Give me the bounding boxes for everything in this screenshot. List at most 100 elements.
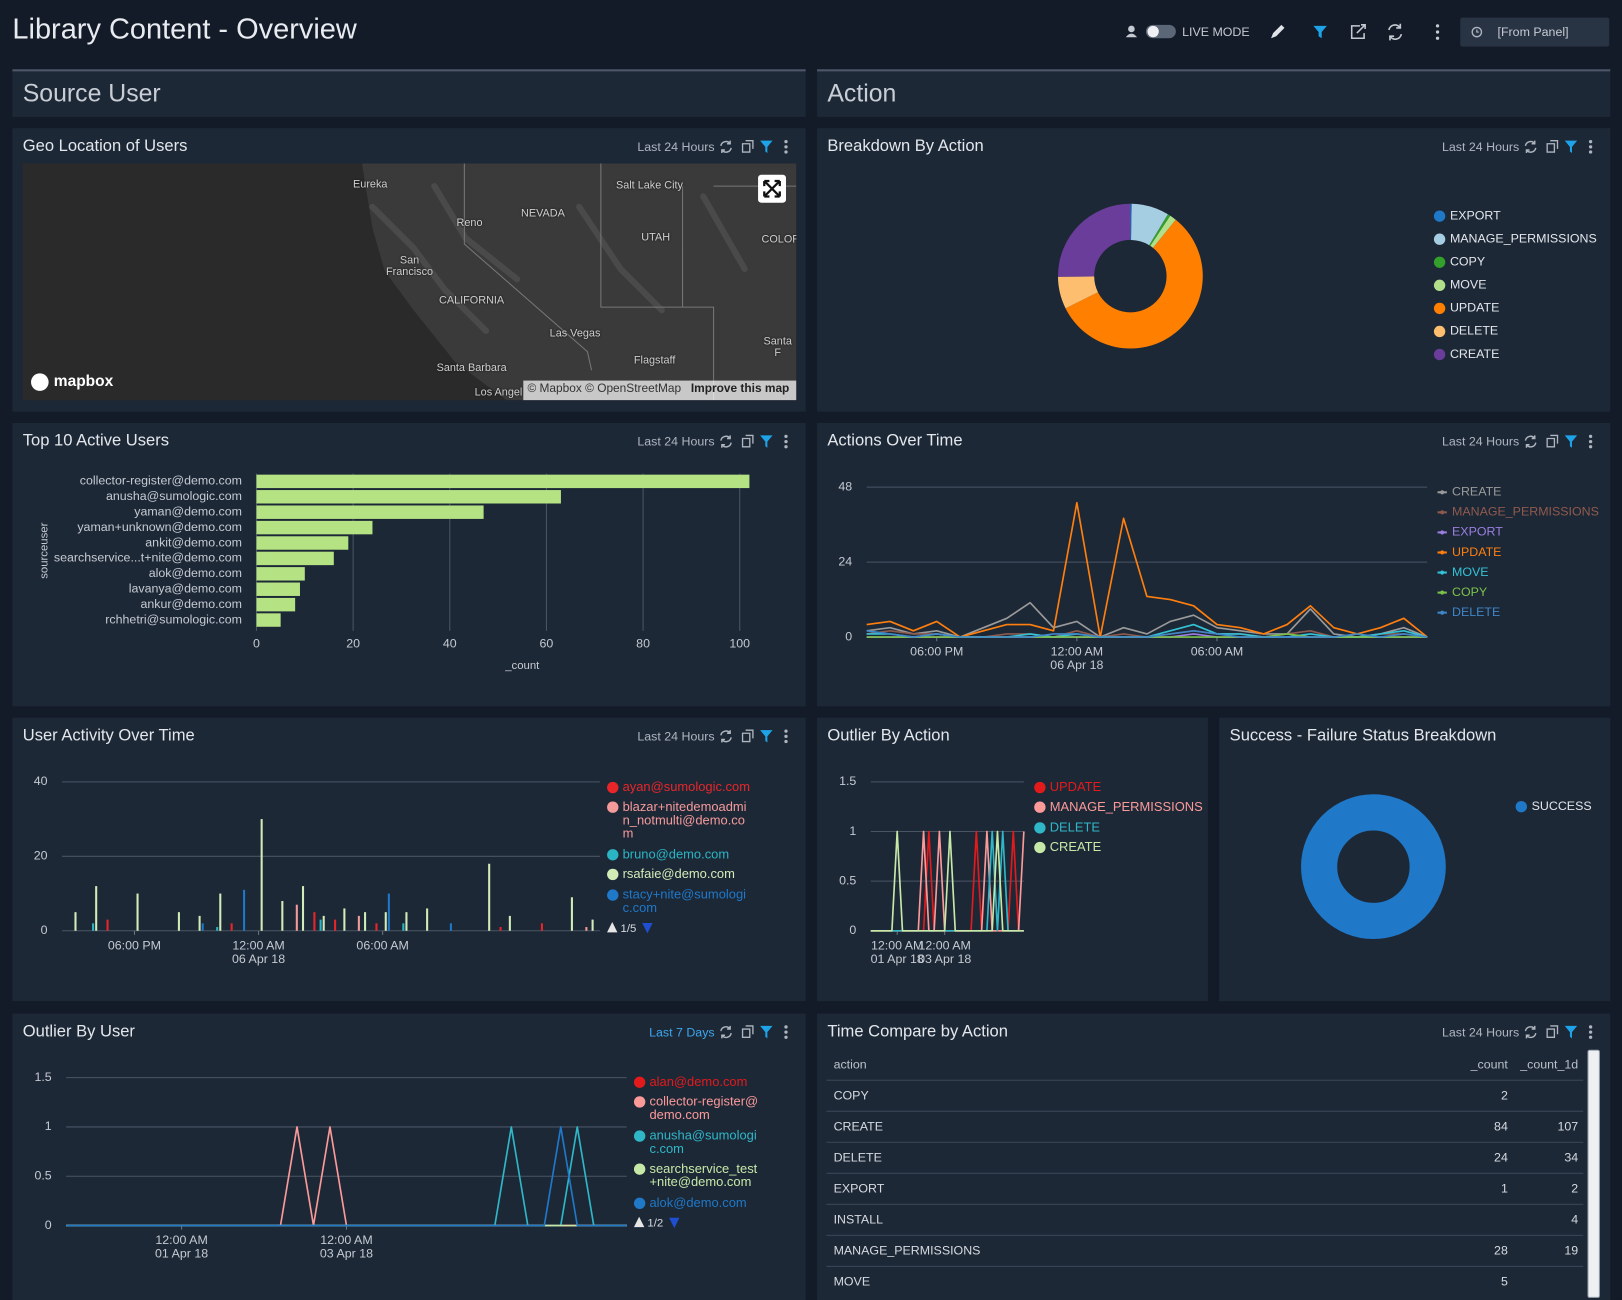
legend-label[interactable]: stacy+nite@sumologic.com	[623, 888, 752, 915]
legend-swatch[interactable]	[607, 802, 618, 813]
legend-swatch[interactable]	[607, 781, 618, 792]
legend-label[interactable]: collector-register@demo.com	[649, 1095, 763, 1122]
legend-label[interactable]: CREATE	[1452, 485, 1501, 499]
legend-swatch[interactable]	[607, 869, 618, 880]
legend-label[interactable]: CREATE	[1050, 841, 1215, 854]
refresh-icon[interactable]	[721, 1026, 731, 1038]
filter-icon[interactable]	[760, 1026, 772, 1038]
legend-swatch[interactable]	[634, 1163, 645, 1174]
legend-label[interactable]: anusha@sumologic.com	[649, 1129, 763, 1156]
more-dot[interactable]	[1589, 1030, 1592, 1033]
filter-icon[interactable]	[760, 730, 772, 742]
time-range[interactable]: Last 24 Hours	[508, 140, 715, 154]
copy-icon[interactable]	[743, 1026, 753, 1037]
legend-swatch[interactable]	[1434, 210, 1445, 221]
time-range[interactable]: Last 24 Hours	[1312, 1025, 1519, 1039]
filter-icon[interactable]	[1565, 435, 1577, 447]
filter-icon[interactable]	[1565, 1026, 1577, 1038]
legend-swatch[interactable]	[634, 1130, 645, 1141]
legend-label[interactable]: UPDATE	[1452, 545, 1501, 559]
legend-page-up[interactable]	[607, 922, 617, 932]
legend-swatch[interactable]	[1434, 303, 1445, 314]
column-header[interactable]: _count_1d	[1520, 1057, 1578, 1071]
refresh-icon[interactable]	[721, 435, 731, 447]
more-dot[interactable]	[1589, 150, 1592, 153]
legend-swatch[interactable]	[1516, 801, 1527, 812]
filter-icon[interactable]	[760, 141, 772, 153]
more-dot[interactable]	[784, 730, 787, 733]
legend-swatch[interactable]	[607, 889, 618, 900]
more-dot[interactable]	[1589, 445, 1592, 448]
legend-label[interactable]: UPDATE	[1050, 780, 1215, 793]
legend-label[interactable]: CREATE	[1450, 347, 1499, 361]
more-dot[interactable]	[784, 735, 787, 738]
legend-swatch[interactable]	[1434, 257, 1445, 268]
more-dot[interactable]	[784, 1036, 787, 1039]
legend-label[interactable]: alan@demo.com	[649, 1075, 763, 1088]
copy-icon[interactable]	[1547, 435, 1557, 446]
more-dot[interactable]	[1589, 440, 1592, 443]
column-header[interactable]: action	[834, 1057, 867, 1071]
legend-swatch[interactable]	[1434, 326, 1445, 337]
copy-icon[interactable]	[1547, 141, 1557, 152]
column-header[interactable]: _count	[1471, 1057, 1508, 1071]
more-dot[interactable]	[784, 445, 787, 448]
legend-swatch-dot[interactable]	[1440, 530, 1444, 534]
legend-label[interactable]: COPY	[1452, 585, 1487, 599]
legend-label[interactable]: blazar+nitedemoadmin_notmulti@demo.com	[623, 800, 752, 840]
more-dot[interactable]	[784, 1025, 787, 1028]
legend-label[interactable]: alok@demo.com	[649, 1196, 763, 1209]
legend-swatch[interactable]	[1034, 802, 1045, 813]
more-dot[interactable]	[1589, 1036, 1592, 1039]
legend-page-down[interactable]	[669, 1218, 679, 1228]
time-range[interactable]: Last 24 Hours	[508, 729, 715, 743]
more-dot[interactable]	[784, 140, 787, 143]
filter-icon[interactable]	[1565, 141, 1577, 153]
legend-swatch-dot[interactable]	[1440, 510, 1444, 514]
legend-label[interactable]: ayan@sumologic.com	[623, 780, 752, 793]
filter-icon[interactable]	[760, 435, 772, 447]
legend-swatch[interactable]	[1034, 822, 1045, 833]
copy-icon[interactable]	[743, 141, 753, 152]
more-dot[interactable]	[784, 150, 787, 153]
legend-page-down[interactable]	[642, 923, 652, 933]
legend-page-up[interactable]	[634, 1217, 644, 1227]
refresh-icon[interactable]	[721, 730, 731, 742]
legend-swatch[interactable]	[607, 849, 618, 860]
legend-swatch[interactable]	[1434, 280, 1445, 291]
more-dot[interactable]	[784, 435, 787, 438]
legend-label[interactable]: searchservice_test+nite@demo.com	[649, 1162, 763, 1189]
time-range[interactable]: Last 24 Hours	[508, 434, 715, 448]
more-dot[interactable]	[1589, 140, 1592, 143]
legend-label[interactable]: DELETE	[1450, 324, 1498, 338]
legend-swatch-dot[interactable]	[1440, 490, 1444, 494]
legend-label[interactable]: DELETE	[1050, 821, 1215, 834]
more-dot[interactable]	[784, 440, 787, 443]
legend-swatch[interactable]	[634, 1076, 645, 1087]
legend-label[interactable]: COPY	[1450, 255, 1485, 269]
more-dot[interactable]	[784, 740, 787, 743]
legend-label[interactable]: MANAGE_PERMISSIONS	[1450, 231, 1597, 245]
refresh-icon[interactable]	[1525, 435, 1535, 447]
legend-swatch[interactable]	[1434, 349, 1445, 360]
scrollbar[interactable]	[1587, 1050, 1599, 1298]
more-dot[interactable]	[784, 1030, 787, 1033]
more-dot[interactable]	[784, 145, 787, 148]
copy-icon[interactable]	[743, 435, 753, 446]
legend-label[interactable]: EXPORT	[1452, 525, 1503, 539]
legend-swatch-dot[interactable]	[1440, 591, 1444, 595]
legend-swatch-dot[interactable]	[1440, 570, 1444, 574]
legend-swatch[interactable]	[1034, 781, 1045, 792]
legend-label[interactable]: UPDATE	[1450, 301, 1499, 315]
time-range[interactable]: Last 24 Hours	[1312, 140, 1519, 154]
legend-label[interactable]: DELETE	[1452, 605, 1500, 619]
legend-swatch-dot[interactable]	[1440, 611, 1444, 615]
legend-label[interactable]: MANAGE_PERMISSIONS	[1050, 800, 1215, 813]
refresh-icon[interactable]	[721, 141, 731, 153]
legend-swatch-dot[interactable]	[1440, 550, 1444, 554]
legend-swatch[interactable]	[634, 1197, 645, 1208]
legend-swatch[interactable]	[634, 1096, 645, 1107]
refresh-icon[interactable]	[1525, 1026, 1535, 1038]
legend-label[interactable]: MOVE	[1452, 565, 1489, 579]
time-range[interactable]: Last 7 Days	[508, 1025, 715, 1039]
